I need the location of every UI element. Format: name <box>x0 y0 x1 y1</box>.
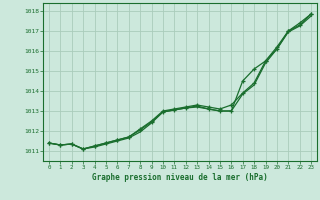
X-axis label: Graphe pression niveau de la mer (hPa): Graphe pression niveau de la mer (hPa) <box>92 173 268 182</box>
